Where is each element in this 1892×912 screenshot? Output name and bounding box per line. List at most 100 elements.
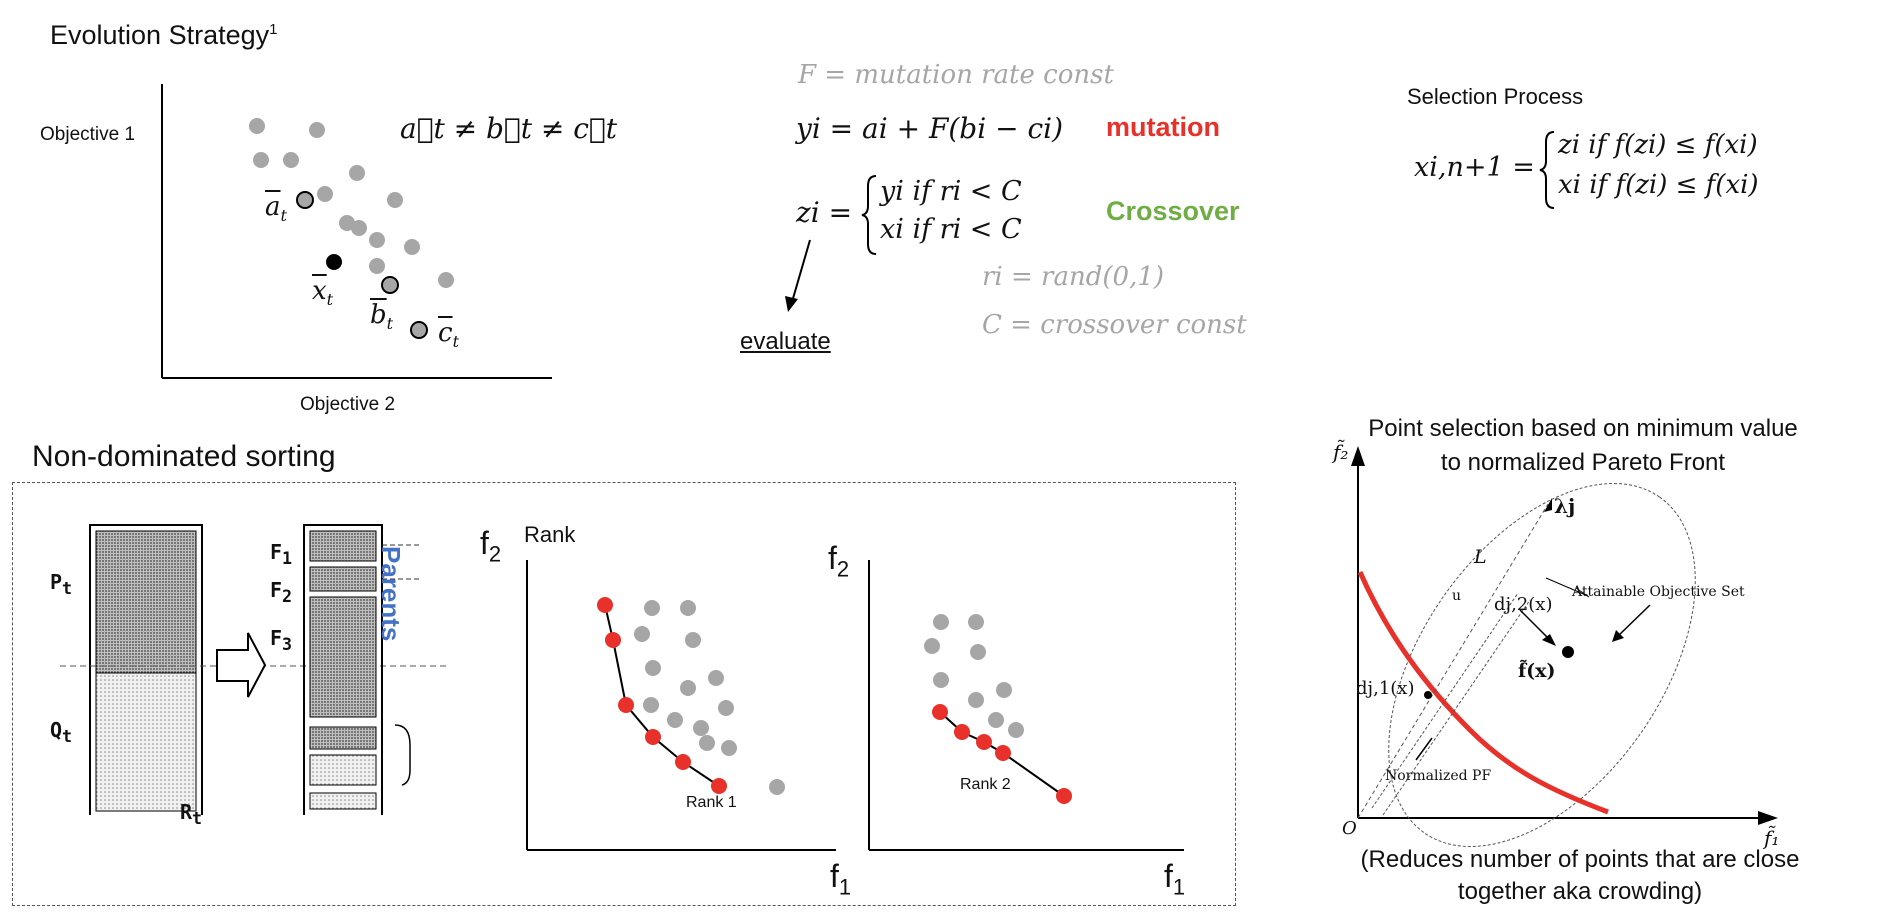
- es-population-point: [249, 118, 265, 134]
- r-t-column: [89, 524, 203, 815]
- rank2-front-point: [954, 724, 970, 740]
- plot2-f2-label: f2: [828, 540, 850, 582]
- es-population-point: [253, 152, 269, 168]
- c-definition: C = crossover const: [982, 310, 1247, 340]
- f3-label: F3: [270, 626, 293, 654]
- es-population-point: [349, 165, 365, 181]
- attainable-set-ellipse: [1388, 483, 1696, 847]
- f2-tilde-axis-label: f̃₂: [1333, 440, 1349, 464]
- f-definition: F = mutation rate const: [798, 60, 1114, 90]
- sorting-schematic: [60, 524, 450, 815]
- evaluate-label: evaluate: [740, 328, 831, 355]
- rank-1-label: Rank 1: [686, 794, 737, 811]
- selection-lhs: xi,n+1 =: [1414, 152, 1535, 183]
- pf-y-arrowhead: [1351, 446, 1365, 466]
- rank2-other-point: [968, 614, 984, 630]
- es-population-point: [438, 272, 454, 288]
- rank1-other-point: [645, 660, 661, 676]
- f4-block: [309, 726, 377, 750]
- evolution-strategy-title: Evolution Strategy1: [50, 20, 278, 50]
- f3-block: [309, 596, 377, 718]
- es-point-b: [381, 276, 399, 294]
- normalized-pf-curve: [1357, 570, 1609, 815]
- es-point-a: [296, 191, 314, 209]
- crossover-lhs: zi =: [796, 196, 853, 229]
- L-label: L: [1474, 546, 1487, 568]
- rank2-front-point: [932, 704, 948, 720]
- rank1-other-point: [769, 779, 785, 795]
- es-point-c: [410, 321, 428, 339]
- rank2-other-point: [970, 644, 986, 660]
- dj1-label: dj,1(x): [1356, 678, 1415, 699]
- es-label-a: at: [265, 192, 287, 226]
- selection-process-title: Selection Process: [1407, 84, 1584, 109]
- selection-case-2: xi if f(zi) ≤ f(xi): [1558, 170, 1759, 200]
- es-point-x: [326, 254, 342, 270]
- es-population-point: [351, 220, 367, 236]
- origin-label: O: [1342, 818, 1357, 839]
- mutation-equation: yi = ai + F(bi − ci): [796, 112, 1063, 145]
- es-label-x: xt: [312, 276, 334, 310]
- f5-block: [309, 754, 377, 786]
- evaluate-arrow: [785, 239, 811, 312]
- pf-pointer: [1415, 737, 1433, 761]
- pf-x-arrowhead: [1758, 811, 1778, 825]
- rank2-front-point: [995, 745, 1011, 761]
- rank2-plot: [868, 560, 1184, 851]
- evolution-strategy-plot: [161, 84, 552, 379]
- rank1-front-point: [645, 729, 661, 745]
- attainable-pointer: [1617, 604, 1651, 637]
- p-t-block: [95, 530, 197, 674]
- plot2-f1-label: f1: [1164, 858, 1186, 900]
- rank1-other-point: [699, 735, 715, 751]
- parents-label: Parents: [376, 546, 406, 642]
- rank1-other-point: [718, 700, 734, 716]
- es-label-b: bt: [370, 300, 394, 334]
- r-definition: ri = rand(0,1): [982, 262, 1165, 292]
- rank-2-label: Rank 2: [960, 776, 1011, 793]
- rank1-other-point: [708, 670, 724, 686]
- f2-block: [309, 566, 377, 592]
- es-population-point: [387, 192, 403, 208]
- rank1-other-point: [693, 720, 709, 736]
- rank1-other-point: [667, 712, 683, 728]
- selection-case-1: zi if f(zi) ≤ f(xi): [1558, 130, 1758, 160]
- rank2-other-point: [996, 682, 1012, 698]
- point-selection-caption: (Reduces number of points that are close…: [1360, 846, 1800, 905]
- rank2-other-point: [933, 614, 949, 630]
- rejected-brace: [394, 724, 411, 786]
- u-label: u: [1452, 588, 1462, 604]
- normalized-pf-label: Normalized PF: [1385, 768, 1492, 784]
- rank1-front-point: [597, 597, 613, 613]
- objective-2-label: Objective 2: [300, 394, 396, 415]
- pf-projection-point: [1424, 691, 1432, 699]
- f-column: [303, 524, 383, 815]
- rank1-other-point: [680, 680, 696, 696]
- rank1-front-point: [605, 632, 621, 648]
- non-dominated-sorting-frame: [12, 482, 1236, 906]
- q-t-label: Qt: [50, 718, 73, 746]
- f6-block: [309, 792, 377, 810]
- rank2-other-point: [968, 692, 984, 708]
- f1-block: [309, 530, 377, 562]
- rank-label: Rank: [524, 522, 576, 547]
- crossover-case-1: yi if ri < C: [880, 176, 1022, 207]
- attainable-set-label: Attainable Objective Set: [1572, 584, 1745, 600]
- f1-label: F1: [270, 540, 293, 568]
- rank2-other-point: [1008, 722, 1024, 738]
- lambda-direction: [1357, 503, 1549, 819]
- es-population-point: [339, 215, 355, 231]
- pareto-front-diagram: [1351, 446, 1778, 847]
- rank1-front-point: [675, 754, 691, 770]
- transition-arrow: [216, 632, 267, 698]
- rank1-other-point: [644, 600, 660, 616]
- rank2-other-point: [988, 712, 1004, 728]
- rank2-other-point: [924, 638, 940, 654]
- objective-1-label: Objective 1: [40, 124, 136, 145]
- crossover-brace: [861, 175, 877, 255]
- point-selection-title: Point selection based on minimum value t…: [1368, 415, 1798, 476]
- crossover-case-2: xi if ri < C: [880, 214, 1022, 245]
- rank1-other-point: [680, 600, 696, 616]
- rank2-front-point: [1056, 788, 1072, 804]
- plot1-f1-label: f1: [830, 858, 852, 900]
